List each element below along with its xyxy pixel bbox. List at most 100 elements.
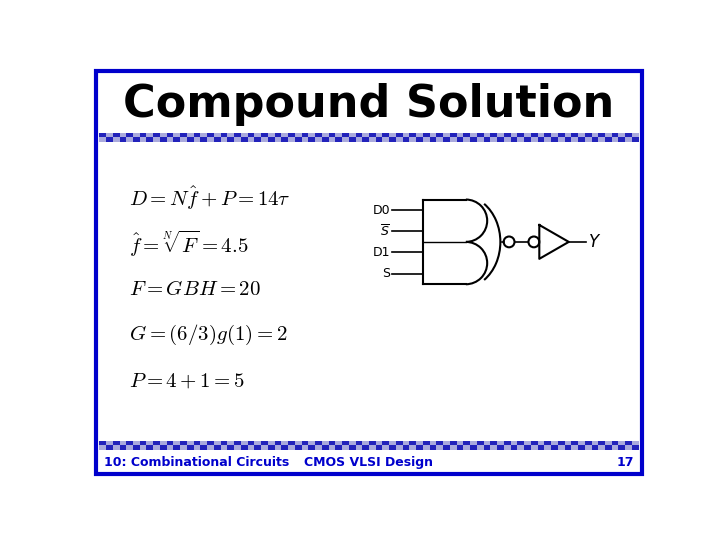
Bar	[167, 137, 174, 142]
Bar	[288, 441, 294, 445]
Bar	[220, 445, 228, 450]
Bar	[490, 132, 497, 137]
Bar	[126, 441, 133, 445]
Bar	[328, 137, 336, 142]
Bar	[106, 445, 113, 450]
Bar	[605, 132, 612, 137]
Bar	[436, 132, 444, 137]
Bar	[625, 441, 632, 445]
Bar	[632, 132, 639, 137]
Bar	[180, 441, 187, 445]
Bar	[167, 445, 174, 450]
Bar	[200, 137, 207, 142]
Bar	[625, 137, 632, 142]
Bar	[207, 441, 214, 445]
Bar	[612, 445, 618, 450]
Bar	[302, 132, 308, 137]
Bar	[106, 137, 113, 142]
Bar	[261, 441, 268, 445]
Bar	[248, 132, 254, 137]
Bar	[261, 132, 268, 137]
Bar	[504, 137, 510, 142]
Bar	[308, 445, 315, 450]
Bar	[99, 137, 106, 142]
Bar	[376, 445, 382, 450]
Text: Y: Y	[589, 233, 599, 251]
Bar	[490, 441, 497, 445]
Bar	[274, 441, 282, 445]
Bar	[268, 445, 274, 450]
Bar	[342, 132, 348, 137]
Bar	[106, 441, 113, 445]
Bar	[477, 445, 484, 450]
Bar	[174, 441, 180, 445]
Bar	[328, 132, 336, 137]
Bar	[274, 137, 282, 142]
Bar	[348, 132, 356, 137]
Bar	[282, 132, 288, 137]
Bar	[140, 137, 146, 142]
Bar	[538, 441, 544, 445]
Bar	[564, 441, 571, 445]
Bar	[308, 132, 315, 137]
Bar	[396, 132, 402, 137]
Bar	[234, 132, 241, 137]
Bar	[282, 441, 288, 445]
Bar	[382, 132, 390, 137]
Bar	[106, 132, 113, 137]
Bar	[200, 132, 207, 137]
Bar	[328, 441, 336, 445]
Bar	[322, 137, 328, 142]
Bar	[308, 441, 315, 445]
Bar	[268, 132, 274, 137]
Bar	[254, 445, 261, 450]
Bar	[551, 441, 558, 445]
Bar	[416, 132, 423, 137]
Bar	[308, 137, 315, 142]
Bar	[261, 445, 268, 450]
Bar	[632, 445, 639, 450]
Bar	[402, 132, 410, 137]
Bar	[504, 132, 510, 137]
Bar	[444, 445, 450, 450]
Bar	[382, 441, 390, 445]
Bar	[564, 132, 571, 137]
Bar	[538, 137, 544, 142]
Bar	[241, 137, 248, 142]
Bar	[336, 132, 342, 137]
Bar	[322, 132, 328, 137]
Bar	[248, 137, 254, 142]
Bar	[376, 137, 382, 142]
Bar	[328, 445, 336, 450]
Bar	[490, 445, 497, 450]
Bar	[402, 441, 410, 445]
Bar	[592, 137, 598, 142]
Bar	[274, 132, 282, 137]
Bar	[228, 441, 234, 445]
Bar	[538, 132, 544, 137]
Bar	[484, 441, 490, 445]
Bar	[558, 137, 564, 142]
Text: 17: 17	[616, 456, 634, 469]
Bar	[585, 137, 592, 142]
Bar	[356, 445, 362, 450]
Bar	[531, 137, 538, 142]
Bar	[140, 132, 146, 137]
Bar	[336, 441, 342, 445]
Text: $D = N\hat{f} + P = 14\tau$: $D = N\hat{f} + P = 14\tau$	[129, 184, 291, 212]
Bar	[558, 445, 564, 450]
Bar	[241, 441, 248, 445]
Bar	[436, 441, 444, 445]
Bar	[288, 137, 294, 142]
Bar	[133, 132, 140, 137]
Bar	[450, 137, 456, 142]
Bar	[402, 137, 410, 142]
Bar	[146, 132, 153, 137]
Bar	[220, 441, 228, 445]
Bar	[302, 445, 308, 450]
Bar	[571, 137, 578, 142]
Bar	[167, 132, 174, 137]
Bar	[423, 132, 430, 137]
Bar	[153, 137, 160, 142]
Bar	[390, 137, 396, 142]
